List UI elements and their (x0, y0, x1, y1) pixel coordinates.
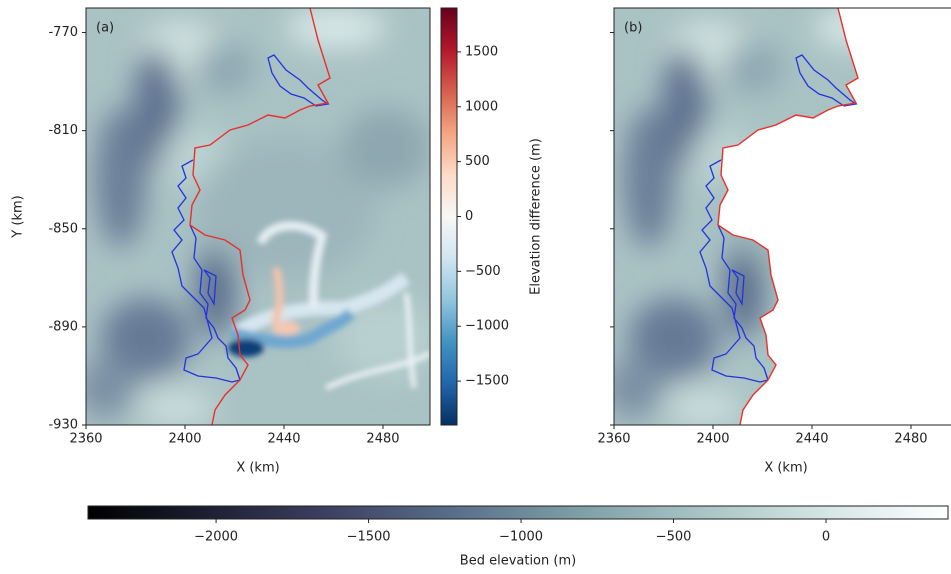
colorbar-tick-label: 0 (465, 209, 473, 224)
x-tick-label: 2440 (795, 432, 828, 447)
colorbar-tick-label: 1500 (465, 44, 498, 59)
y-tick-label: -810 (48, 123, 78, 138)
y-tick-label: -850 (48, 221, 78, 236)
colorbar-label: Elevation difference (m) (529, 138, 544, 295)
x-tick-label: 2480 (894, 432, 927, 447)
y-tick-label: -890 (48, 319, 78, 334)
x-tick-label: 2360 (69, 432, 102, 447)
x-tick-label: 2400 (696, 432, 729, 447)
y-axis-label: Y (km) (11, 195, 26, 238)
colorbar-tick-label: −1500 (465, 374, 509, 389)
colorbar-tick-label: −1000 (465, 319, 509, 334)
x-tick-label: 2400 (168, 432, 201, 447)
x-axis-label: X (km) (764, 461, 807, 476)
y-tick-label: -770 (48, 25, 78, 40)
colorbar-label: Bed elevation (m) (460, 554, 576, 569)
diff-blob (228, 339, 264, 357)
colorbar-tick-label: −1500 (347, 530, 391, 545)
bed-raster (76, 8, 436, 428)
diff-blob (272, 321, 300, 335)
x-tick-label: 2440 (267, 432, 300, 447)
map-panel (76, 8, 436, 428)
x-tick-label: 2360 (597, 432, 630, 447)
colorbar-tick-label: −2000 (194, 530, 238, 545)
colorbar-tick-label: 1000 (465, 99, 498, 114)
panel-label: (b) (624, 21, 642, 36)
map-panel (604, 8, 951, 428)
colorbar-tick-label: −500 (465, 264, 501, 279)
colorbar (88, 506, 948, 519)
colorbar-tick-label: −500 (656, 530, 692, 545)
colorbar-tick-label: 0 (822, 530, 830, 545)
colorbar (441, 8, 457, 425)
colorbar-tick-label: −1000 (499, 530, 543, 545)
x-axis-label: X (km) (236, 461, 279, 476)
panel-label: (a) (96, 21, 114, 36)
figure: 2360 2400 2440 2480 -770 -810 -850 -890 -930 (a) X… (0, 0, 951, 574)
colorbar-tick-label: 500 (465, 154, 490, 169)
y-tick-label: -930 (48, 418, 78, 433)
x-tick-label: 2480 (366, 432, 399, 447)
